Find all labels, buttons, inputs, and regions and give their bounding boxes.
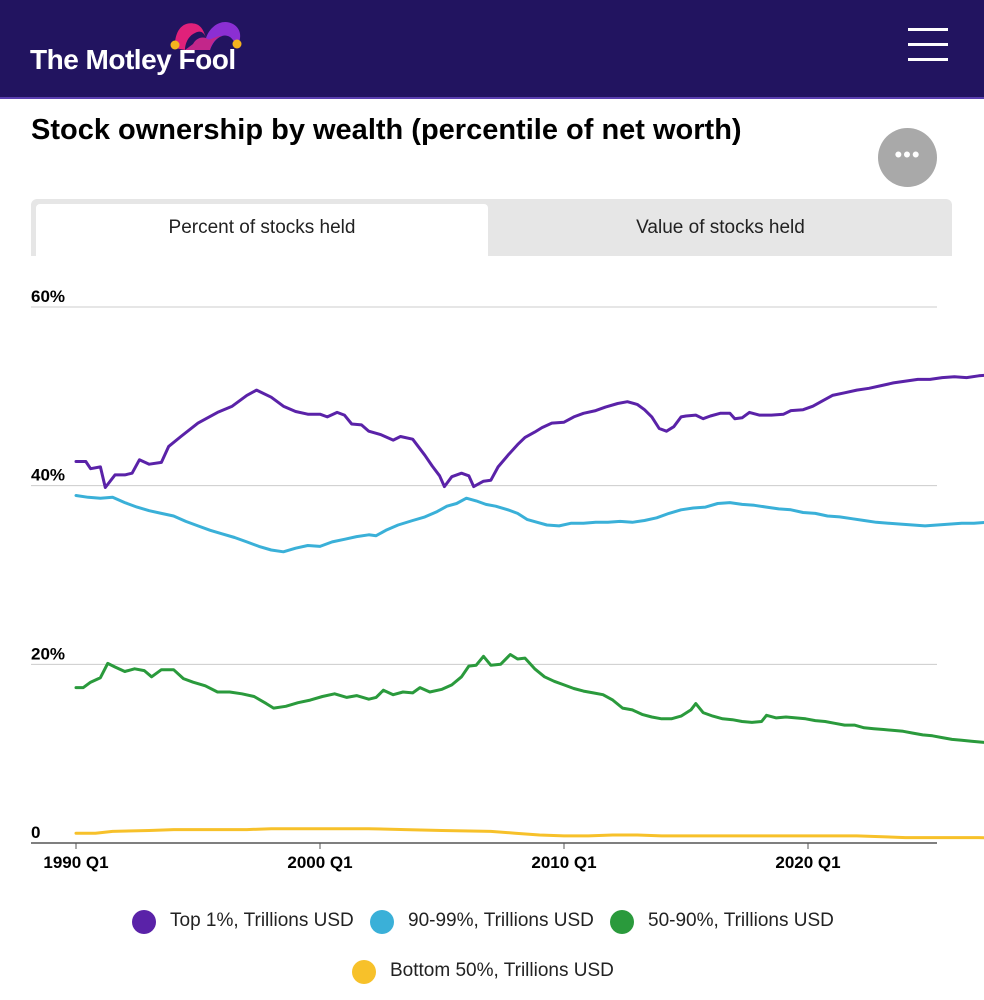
tab-value-of-stocks-held[interactable]: Value of stocks held [636, 217, 805, 238]
x-tick-label: 2000 Q1 [287, 853, 352, 872]
legend-label: Bottom 50%, Trillions USD [390, 960, 614, 981]
tab-percent-of-stocks-held[interactable]: Percent of stocks held [36, 204, 488, 256]
legend-label: 90-99%, Trillions USD [408, 910, 594, 931]
x-tick-label: 2020 Q1 [775, 853, 840, 872]
y-tick-label: 40% [31, 466, 65, 485]
legend-label: 50-90%, Trillions USD [648, 910, 834, 931]
page-title: Stock ownership by wealth (percentile of… [31, 114, 742, 146]
site-header: The Motley Fool [0, 0, 984, 99]
hamburger-menu-icon[interactable] [900, 26, 956, 66]
brand-name: The Motley Fool [30, 44, 236, 75]
x-tick-label: 1990 Q1 [43, 853, 108, 872]
x-tick-label: 2010 Q1 [531, 853, 596, 872]
legend-marker [132, 910, 156, 934]
more-options-button[interactable]: ••• [878, 128, 937, 187]
tab-bar: Percent of stocks held Value of stocks h… [31, 199, 952, 256]
legend-marker [370, 910, 394, 934]
y-tick-label: 60% [31, 287, 65, 306]
motley-fool-logo[interactable]: The Motley Fool [30, 14, 270, 84]
y-tick-label: 0 [31, 823, 40, 842]
series-line-3 [74, 827, 984, 840]
series-line-2 [74, 653, 984, 744]
series-line-1 [74, 494, 984, 554]
legend-marker [352, 960, 376, 984]
legend-marker [610, 910, 634, 934]
jester-hat-icon [170, 21, 242, 50]
y-tick-label: 20% [31, 644, 65, 663]
series-line-0 [74, 373, 984, 489]
legend-label: Top 1%, Trillions USD [170, 910, 354, 931]
